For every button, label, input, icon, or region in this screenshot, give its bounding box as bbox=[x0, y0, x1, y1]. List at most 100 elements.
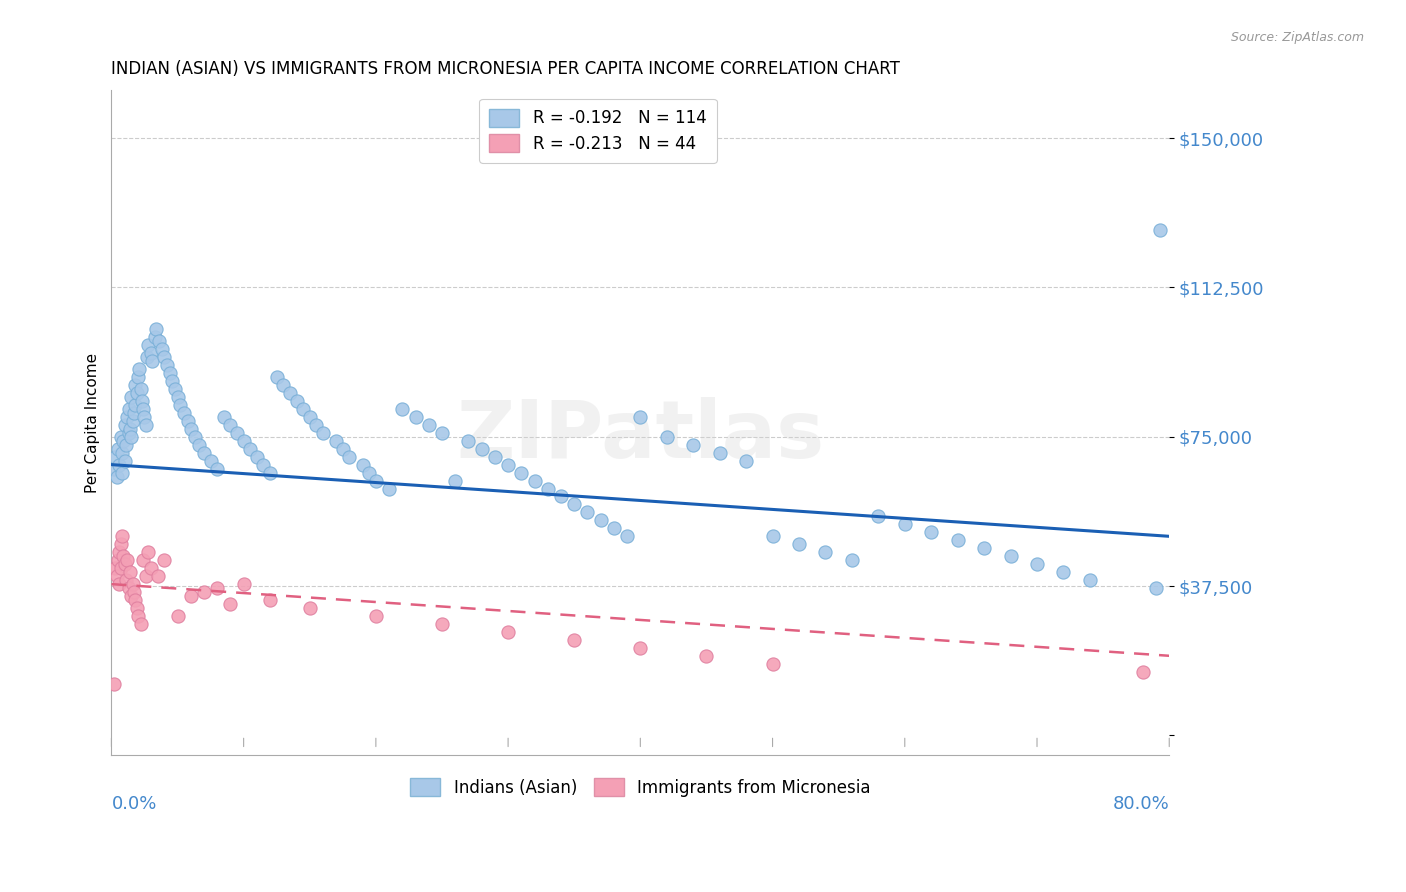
Point bbox=[562, 498, 585, 512]
Point bbox=[332, 442, 354, 456]
Point bbox=[259, 593, 281, 607]
Point bbox=[163, 382, 186, 396]
Point bbox=[305, 417, 328, 432]
Point bbox=[418, 417, 440, 432]
Point bbox=[655, 430, 678, 444]
Point bbox=[177, 414, 200, 428]
Point bbox=[111, 529, 134, 543]
Point bbox=[114, 557, 136, 571]
Point bbox=[359, 466, 381, 480]
Point bbox=[111, 466, 134, 480]
Point bbox=[108, 577, 131, 591]
Point bbox=[122, 406, 145, 420]
Point bbox=[239, 442, 262, 456]
Point bbox=[1149, 222, 1171, 236]
Point bbox=[166, 609, 188, 624]
Point bbox=[117, 581, 139, 595]
Point bbox=[193, 445, 215, 459]
Point bbox=[973, 541, 995, 556]
Point bbox=[603, 521, 626, 535]
Point bbox=[166, 390, 188, 404]
Point bbox=[141, 354, 163, 368]
Point bbox=[457, 434, 479, 448]
Point bbox=[150, 342, 173, 356]
Point bbox=[135, 569, 157, 583]
Point bbox=[136, 350, 159, 364]
Point bbox=[118, 565, 141, 579]
Point bbox=[205, 581, 228, 595]
Point bbox=[117, 425, 139, 440]
Point bbox=[589, 513, 612, 527]
Point bbox=[120, 589, 142, 603]
Point bbox=[127, 609, 149, 624]
Text: 0.0%: 0.0% bbox=[111, 796, 157, 814]
Point bbox=[430, 616, 453, 631]
Point bbox=[153, 350, 176, 364]
Point bbox=[252, 458, 274, 472]
Point bbox=[735, 453, 758, 467]
Point bbox=[1026, 557, 1049, 571]
Point bbox=[219, 597, 242, 611]
Point bbox=[232, 434, 254, 448]
Point bbox=[266, 370, 288, 384]
Text: ZIPatlas: ZIPatlas bbox=[456, 397, 824, 475]
Point bbox=[537, 482, 560, 496]
Point bbox=[124, 398, 146, 412]
Point bbox=[156, 358, 179, 372]
Point bbox=[128, 362, 150, 376]
Point bbox=[1144, 581, 1167, 595]
Text: INDIAN (ASIAN) VS IMMIGRANTS FROM MICRONESIA PER CAPITA INCOME CORRELATION CHART: INDIAN (ASIAN) VS IMMIGRANTS FROM MICRON… bbox=[111, 60, 900, 78]
Point bbox=[121, 414, 143, 428]
Point bbox=[271, 378, 294, 392]
Point bbox=[115, 438, 138, 452]
Legend: Indians (Asian), Immigrants from Micronesia: Indians (Asian), Immigrants from Microne… bbox=[401, 768, 880, 807]
Point bbox=[120, 390, 142, 404]
Point bbox=[787, 537, 810, 551]
Point bbox=[124, 378, 146, 392]
Point bbox=[111, 445, 134, 459]
Point bbox=[138, 338, 160, 352]
Point bbox=[285, 393, 308, 408]
Point bbox=[894, 517, 917, 532]
Point bbox=[339, 450, 361, 464]
Point bbox=[496, 624, 519, 639]
Point bbox=[105, 569, 128, 583]
Point bbox=[120, 430, 142, 444]
Point bbox=[153, 553, 176, 567]
Y-axis label: Per Capita Income: Per Capita Income bbox=[86, 352, 100, 493]
Point bbox=[121, 577, 143, 591]
Point bbox=[212, 409, 235, 424]
Point bbox=[471, 442, 494, 456]
Point bbox=[162, 374, 184, 388]
Point bbox=[122, 585, 145, 599]
Point bbox=[107, 553, 129, 567]
Point bbox=[496, 458, 519, 472]
Point bbox=[444, 474, 467, 488]
Point bbox=[107, 442, 129, 456]
Point bbox=[125, 601, 148, 615]
Point bbox=[108, 545, 131, 559]
Point bbox=[1132, 665, 1154, 679]
Point bbox=[112, 434, 135, 448]
Point bbox=[312, 425, 335, 440]
Point bbox=[226, 425, 249, 440]
Point bbox=[139, 346, 162, 360]
Point bbox=[576, 505, 599, 519]
Point bbox=[510, 466, 533, 480]
Point bbox=[628, 640, 651, 655]
Point bbox=[814, 545, 837, 559]
Point bbox=[391, 401, 413, 416]
Point bbox=[135, 417, 157, 432]
Point bbox=[117, 401, 139, 416]
Point bbox=[1078, 573, 1101, 587]
Point bbox=[946, 533, 969, 548]
Point bbox=[114, 417, 136, 432]
Point bbox=[118, 422, 141, 436]
Point bbox=[134, 409, 156, 424]
Point bbox=[131, 393, 153, 408]
Point bbox=[104, 561, 127, 575]
Point bbox=[114, 453, 136, 467]
Point bbox=[352, 458, 374, 472]
Point bbox=[180, 422, 202, 436]
Point bbox=[259, 466, 281, 480]
